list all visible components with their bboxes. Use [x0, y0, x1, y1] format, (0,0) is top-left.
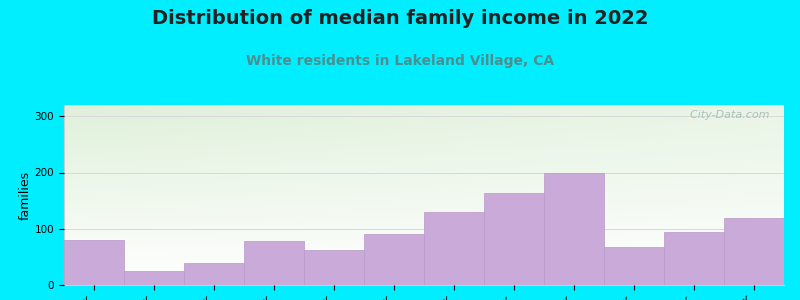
Bar — [604, 247, 664, 285]
Bar — [364, 234, 424, 285]
Bar — [484, 193, 544, 285]
Text: White residents in Lakeland Village, CA: White residents in Lakeland Village, CA — [246, 54, 554, 68]
Bar — [64, 240, 124, 285]
Text: Distribution of median family income in 2022: Distribution of median family income in … — [152, 9, 648, 28]
Bar — [244, 241, 304, 285]
Bar — [184, 262, 244, 285]
Bar — [664, 232, 724, 285]
Bar — [124, 271, 184, 285]
Y-axis label: families: families — [19, 170, 32, 220]
Bar — [304, 250, 364, 285]
Bar — [424, 212, 484, 285]
Bar — [724, 218, 784, 285]
Text: City-Data.com: City-Data.com — [683, 110, 770, 120]
Bar — [544, 172, 604, 285]
